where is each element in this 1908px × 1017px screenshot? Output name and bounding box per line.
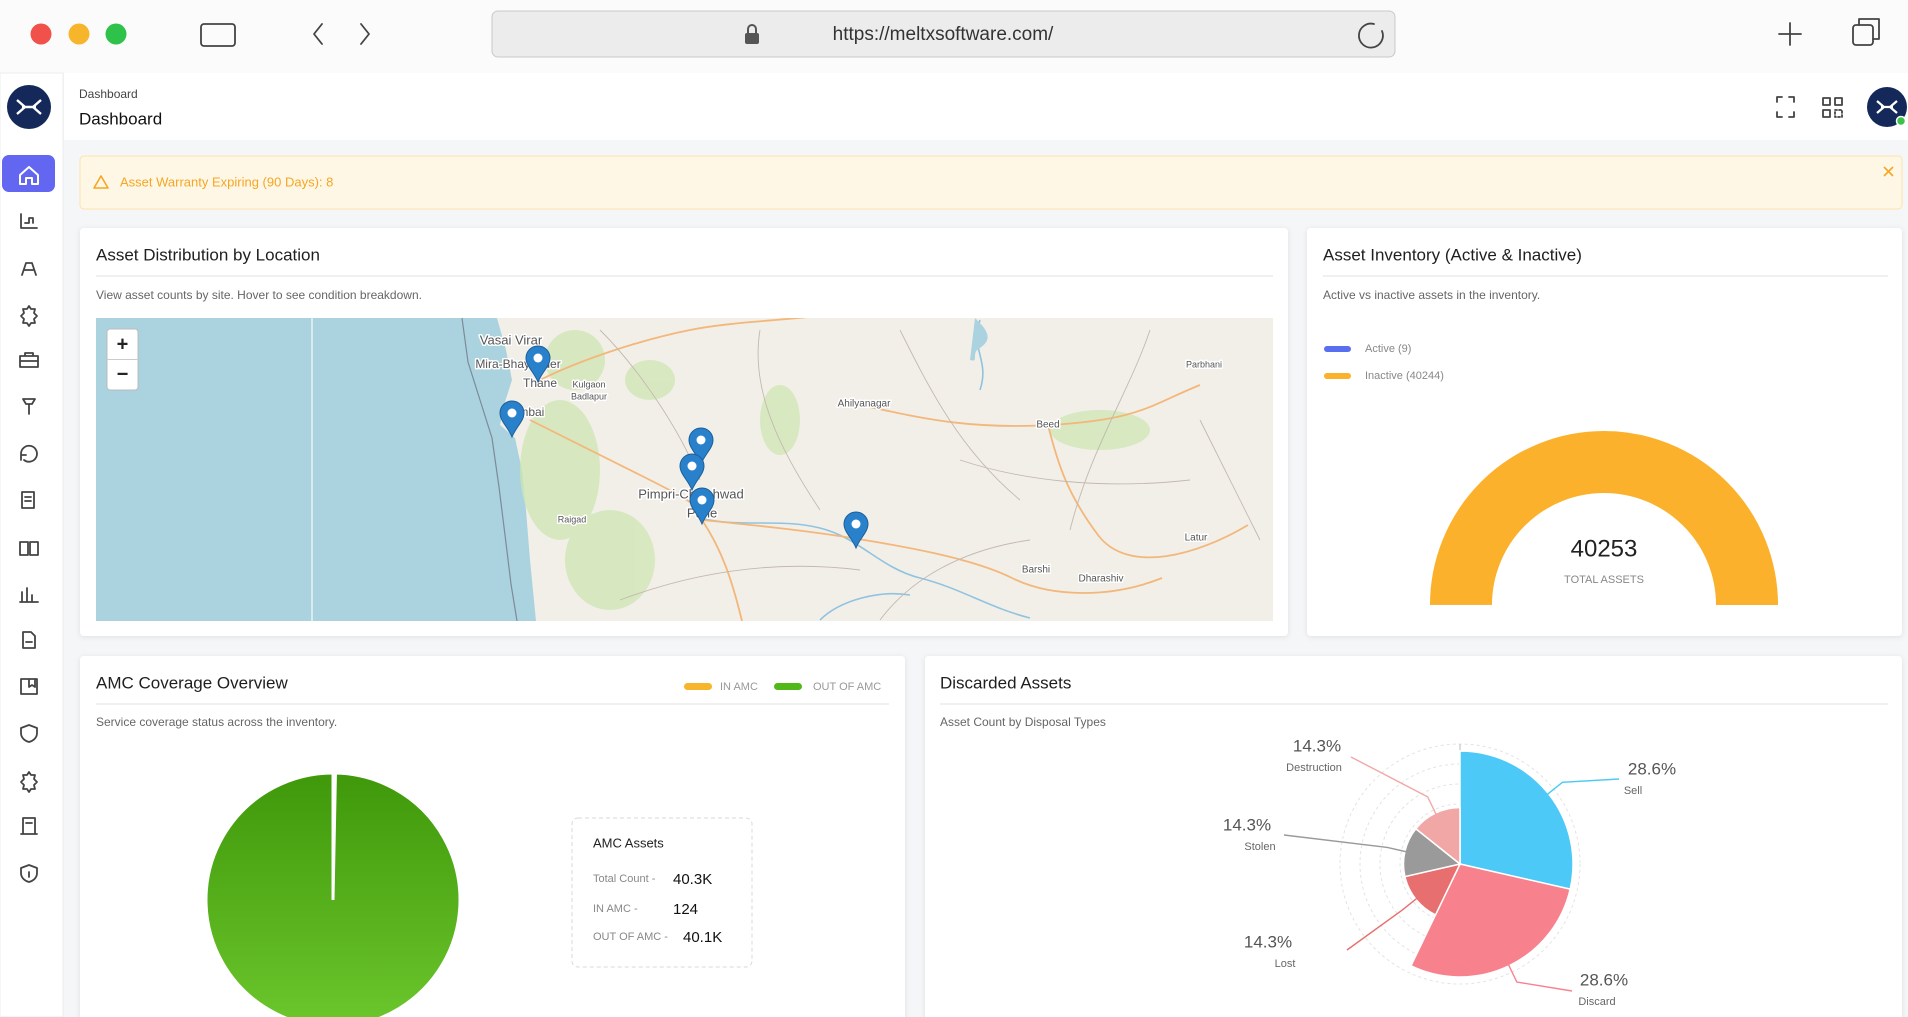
card-title: AMC Coverage Overview: [96, 673, 289, 692]
zoom-out[interactable]: −: [117, 363, 129, 385]
place-label: Vasai Virar: [480, 332, 543, 347]
card-subtitle: View asset counts by site. Hover to see …: [96, 288, 422, 302]
slice-name: Sell: [1624, 785, 1642, 797]
nav-home[interactable]: [2, 155, 55, 192]
data-label: 14.3%: [1293, 736, 1341, 755]
slice-name: Destruction: [1286, 762, 1342, 774]
card-title: Asset Inventory (Active & Inactive): [1323, 245, 1582, 264]
data-label: 28.6%: [1580, 970, 1628, 989]
place-label: Dharashiv: [1078, 574, 1123, 585]
map[interactable]: Vasai VirarMira-BhayanderThaneMumbaiKulg…: [96, 310, 1273, 621]
tooltip-value: 124: [673, 901, 698, 918]
legend-swatch: [684, 683, 712, 690]
data-label: 14.3%: [1223, 815, 1271, 834]
marker-dot: [852, 520, 861, 529]
tooltip-label: OUT OF AMC -: [593, 931, 668, 943]
data-label: 28.6%: [1628, 759, 1676, 778]
close-button[interactable]: [31, 24, 52, 45]
pie-slice[interactable]: [206, 773, 460, 1017]
marker-dot: [698, 496, 707, 505]
legend-label[interactable]: Active (9): [1365, 343, 1411, 355]
tooltip-value: 40.3K: [673, 871, 712, 888]
zoom-in[interactable]: +: [117, 333, 129, 355]
user-avatar[interactable]: [1867, 87, 1907, 127]
card-title: Asset Distribution by Location: [96, 245, 320, 264]
sidebar: [0, 73, 63, 1017]
app-logo[interactable]: [7, 85, 51, 129]
legend-swatch: [1324, 373, 1351, 379]
marker-dot: [688, 462, 697, 471]
zoom-control: + −: [107, 329, 138, 390]
marker-dot: [508, 409, 517, 418]
tooltip-title: AMC Assets: [593, 835, 664, 850]
marker-dot: [534, 354, 543, 363]
place-label: Latur: [1185, 533, 1208, 544]
place-label: Kulgaon: [572, 379, 605, 389]
card-title: Discarded Assets: [940, 673, 1071, 692]
alert-text: Asset Warranty Expiring (90 Days): 8: [120, 174, 333, 189]
gauge-total-label: TOTAL ASSETS: [1564, 574, 1644, 586]
amc-card: [80, 656, 905, 1017]
slice-name: Lost: [1275, 958, 1296, 970]
page-title: Dashboard: [79, 109, 162, 128]
gauge-total: 40253: [1571, 535, 1638, 562]
place-label: Raigad: [558, 514, 587, 524]
place-label: Beed: [1036, 420, 1059, 431]
maximize-button[interactable]: [106, 24, 127, 45]
tooltip-label: Total Count -: [593, 873, 656, 885]
alert-banner: [80, 156, 1902, 209]
header: [64, 73, 1908, 140]
card-subtitle: Active vs inactive assets in the invento…: [1323, 288, 1540, 302]
place-label: Parbhani: [1186, 359, 1222, 369]
url[interactable]: https://meltxsoftware.com/: [833, 24, 1054, 45]
legend-swatch: [774, 683, 802, 690]
tooltip-value: 40.1K: [683, 929, 722, 946]
legend-label[interactable]: IN AMC: [720, 681, 758, 693]
place-label: Barshi: [1022, 565, 1050, 576]
legend-label[interactable]: OUT OF AMC: [813, 681, 881, 693]
tooltip-label: IN AMC -: [593, 903, 638, 915]
slice-name: Stolen: [1244, 841, 1275, 853]
legend-swatch: [1324, 346, 1351, 352]
place-label: Badlapur: [571, 391, 607, 401]
slice-name: Discard: [1578, 996, 1615, 1008]
marker-dot: [697, 436, 706, 445]
legend-label[interactable]: Inactive (40244): [1365, 370, 1444, 382]
minimize-button[interactable]: [69, 24, 90, 45]
card-subtitle: Service coverage status across the inven…: [96, 715, 337, 729]
place-label: Ahilyanagar: [838, 399, 891, 410]
breadcrumb[interactable]: Dashboard: [79, 87, 138, 101]
data-label: 14.3%: [1244, 932, 1292, 951]
card-subtitle: Asset Count by Disposal Types: [940, 715, 1106, 729]
